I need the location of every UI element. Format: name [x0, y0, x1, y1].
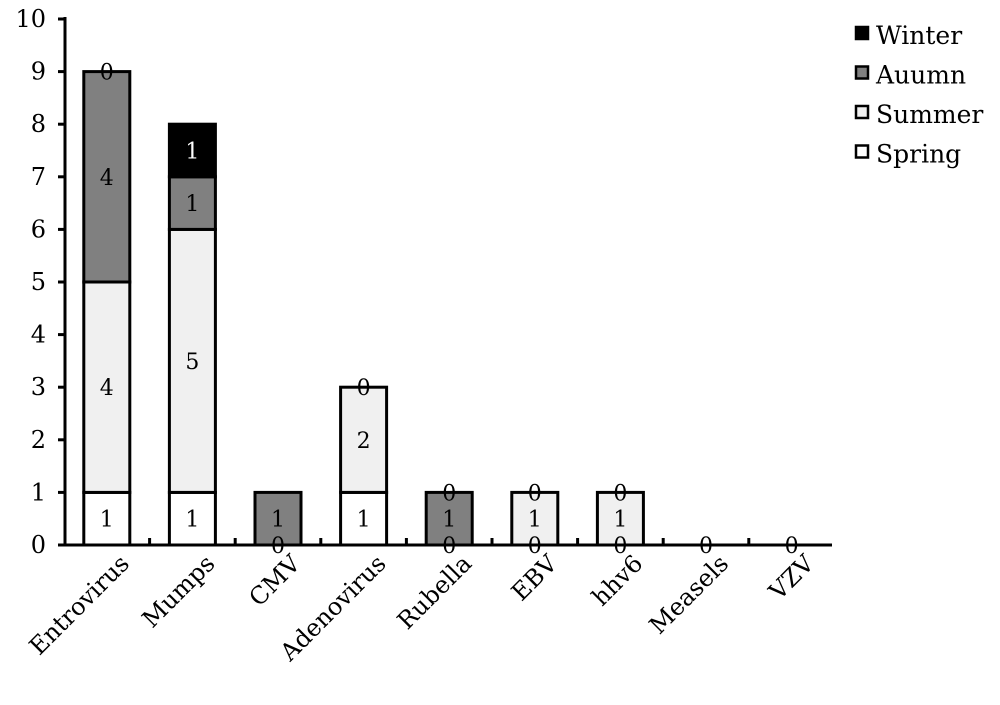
legend-swatch-winter: [854, 25, 870, 41]
data-label-hhv6-1: 0: [613, 534, 627, 559]
data-label-rubella-1: 0: [442, 534, 456, 559]
data-label-entrovirus-3: 0: [100, 61, 114, 86]
legend-label-summer: Summer: [876, 100, 983, 129]
data-label-ebv-2: 0: [528, 481, 542, 506]
data-label-measels-0: 0: [699, 534, 713, 559]
data-label-entrovirus-2: 4: [100, 166, 114, 191]
y-tick-label-9: 9: [31, 58, 46, 86]
data-label-ebv-0: 1: [528, 508, 542, 533]
data-label-adenovirus-0: 1: [357, 508, 371, 533]
y-tick-label-8: 8: [31, 110, 46, 138]
data-label-mumps-2: 1: [185, 192, 199, 217]
bar-mumps-winter: [167, 122, 217, 179]
bar-mumps-summer: [167, 227, 217, 494]
data-label-adenovirus-1: 2: [357, 429, 371, 454]
legend-label-spring: Spring: [876, 140, 961, 169]
bar-entrovirus-auumn: [82, 70, 132, 284]
data-label-mumps-3: 1: [185, 140, 199, 165]
legend-label-auumn: Auumn: [875, 61, 966, 90]
data-label-rubella-0: 1: [442, 508, 456, 533]
y-tick-label-1: 1: [31, 478, 46, 506]
x-category-label-ebv: EBV: [506, 549, 563, 606]
legend-swatch-spring: [854, 144, 870, 159]
bar-entrovirus-summer: [82, 280, 132, 494]
data-label-rubella-2: 0: [442, 481, 456, 506]
y-tick-label-2: 2: [31, 426, 46, 454]
x-category-label-entrovirus: Entrovirus: [24, 549, 135, 660]
bar-ebv-summer: [510, 490, 560, 547]
x-category-label-measels: Measels: [644, 549, 734, 639]
data-label-hhv6-0: 1: [613, 508, 627, 533]
x-category-label-rubella: Rubella: [392, 549, 477, 634]
data-label-cmv-0: 1: [271, 508, 285, 533]
x-category-label-mumps: Mumps: [137, 549, 221, 633]
y-tick-label-6: 6: [31, 215, 46, 243]
x-category-label-vzv: VZV: [763, 549, 820, 606]
data-label-entrovirus-0: 1: [100, 508, 114, 533]
legend-label-winter: Winter: [876, 21, 962, 50]
bar-cmv-auumn: [253, 490, 303, 547]
legend-swatch-summer: [854, 104, 870, 120]
data-label-hhv6-2: 0: [613, 481, 627, 506]
data-label-ebv-1: 0: [528, 534, 542, 559]
bar-hhv6-summer: [595, 490, 645, 547]
bar-adenovirus-summer: [339, 385, 389, 494]
data-label-entrovirus-1: 4: [100, 376, 114, 401]
y-tick-label-4: 4: [31, 321, 46, 349]
bar-rubella-auumn: [424, 490, 474, 547]
legend-swatch-auumn: [854, 65, 870, 80]
y-tick-label-3: 3: [31, 373, 46, 401]
data-label-mumps-0: 1: [185, 508, 199, 533]
data-label-cmv-1: 0: [271, 534, 285, 559]
y-tick-label-0: 0: [31, 531, 46, 559]
data-label-vzv-0: 0: [785, 534, 799, 559]
data-label-mumps-1: 5: [185, 350, 199, 375]
bar-mumps-auumn: [167, 175, 217, 231]
y-tick-label-5: 5: [31, 268, 46, 296]
data-label-adenovirus-2: 0: [357, 376, 371, 401]
y-tick-label-7: 7: [31, 163, 46, 191]
y-tick-label-10: 10: [15, 5, 46, 33]
